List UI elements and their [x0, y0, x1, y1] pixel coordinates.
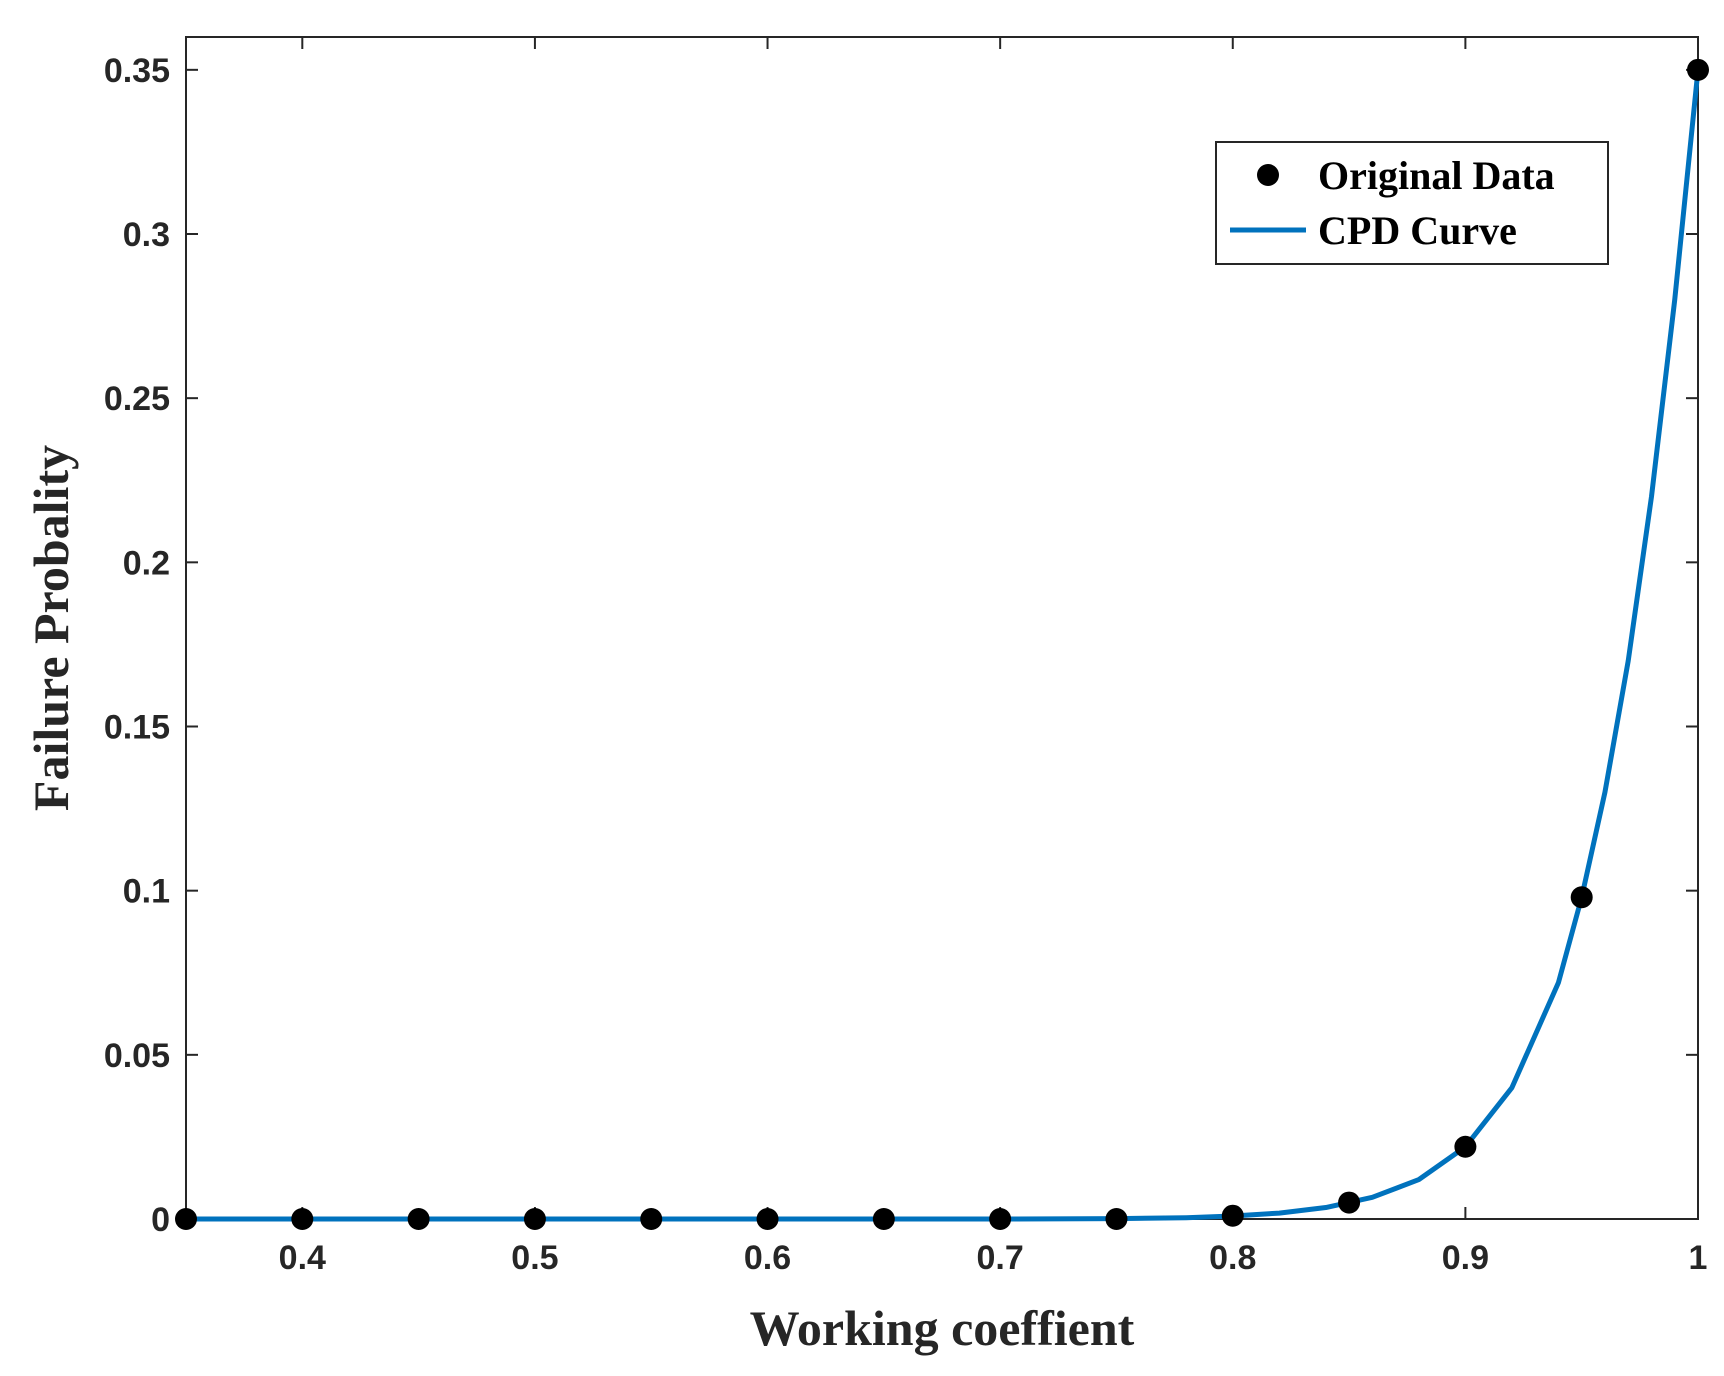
y-tick-label: 0.35 — [104, 52, 170, 90]
data-point-original — [407, 1208, 430, 1230]
data-point-original — [989, 1208, 1012, 1230]
y-axis: 0 0.05 0.1 0.15 0.2 0.25 0.3 0.35 — [104, 52, 1698, 1239]
data-point-original — [291, 1208, 314, 1230]
legend-marker-original-data — [1257, 164, 1279, 186]
data-point-original — [640, 1208, 663, 1230]
data-point-original — [1338, 1191, 1361, 1214]
data-point-original — [523, 1208, 546, 1230]
data-point-original — [1570, 886, 1593, 909]
x-tick-label: 1 — [1689, 1239, 1708, 1277]
data-point-original — [175, 1208, 197, 1230]
x-tick-label: 0.4 — [279, 1239, 326, 1277]
x-tick-label: 0.6 — [744, 1239, 791, 1277]
y-tick-label: 0.15 — [104, 709, 170, 747]
data-point-original — [1687, 58, 1709, 81]
y-tick-label: 0.2 — [123, 544, 170, 582]
series-layer — [175, 58, 1709, 1230]
x-axis: 0.4 0.5 0.6 0.7 0.8 0.9 1 — [279, 37, 1708, 1277]
series-line-cpd-curve — [183, 67, 1701, 1222]
x-tick-label: 0.9 — [1442, 1239, 1489, 1277]
legend: Original Data CPD Curve — [1215, 141, 1609, 265]
y-tick-label: 0.1 — [123, 873, 170, 911]
x-axis-label: Working coeffient — [750, 1300, 1135, 1356]
legend-label-original-data: Original Data — [1318, 153, 1555, 198]
x-tick-label: 0.7 — [977, 1239, 1024, 1277]
data-point-original — [872, 1208, 895, 1230]
y-axis-label: Failure Probality — [23, 445, 79, 811]
data-point-original — [1105, 1208, 1128, 1230]
data-point-original — [1221, 1204, 1244, 1227]
legend-box — [1215, 141, 1609, 265]
x-tick-label: 0.8 — [1209, 1239, 1256, 1277]
data-point-original — [1454, 1135, 1477, 1158]
y-tick-label: 0 — [151, 1201, 170, 1239]
y-tick-label: 0.05 — [104, 1037, 170, 1075]
x-tick-label: 0.5 — [511, 1239, 558, 1277]
y-tick-label: 0.3 — [123, 216, 170, 254]
y-tick-label: 0.25 — [104, 380, 170, 418]
legend-label-cpd-curve: CPD Curve — [1318, 208, 1517, 253]
data-point-original — [756, 1208, 779, 1230]
